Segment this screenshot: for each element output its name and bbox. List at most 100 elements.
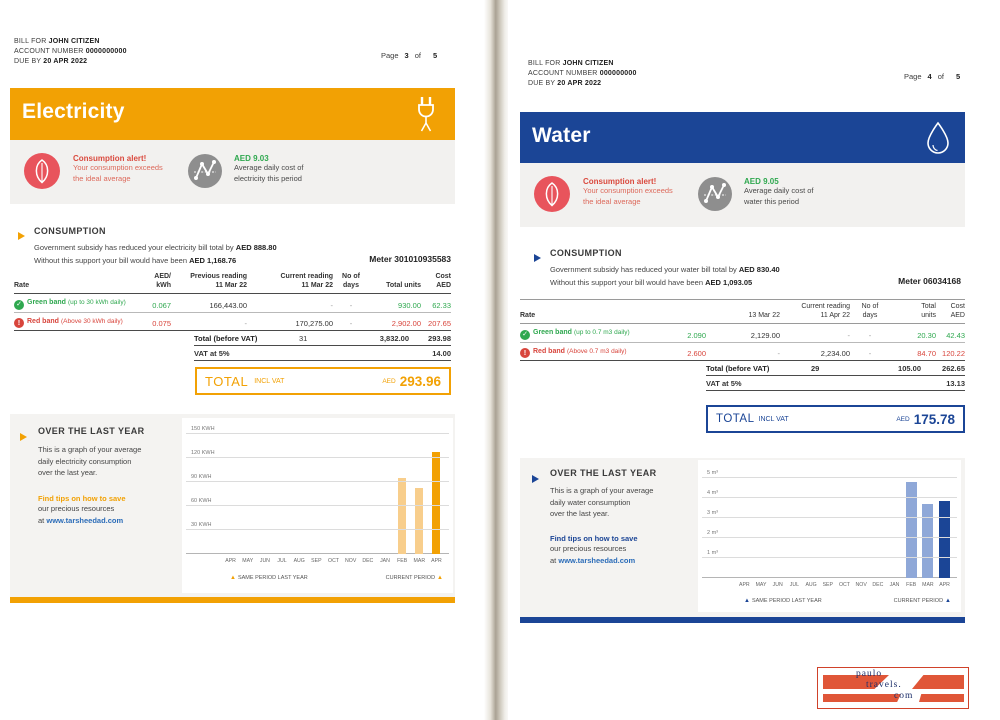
legend-triangle-icon: ▲ [230, 575, 236, 581]
chart-bar-column [936, 466, 953, 578]
water-footer-bar [520, 617, 965, 623]
bill-for-line: BILL FOR JOHN CITIZEN [14, 38, 100, 45]
page-number: Page 4 of 5 [904, 72, 961, 81]
tarsheedad-link[interactable]: www.tarsheedad.com [46, 515, 124, 525]
tarsheedad-link[interactable]: www.tarsheedad.com [558, 555, 636, 565]
chart-bar [415, 488, 424, 554]
page-number: Page 3 of 5 [381, 51, 438, 60]
chart-gridline [186, 529, 449, 530]
green-band-rate: 0.067 [152, 301, 171, 310]
chart-gridline [186, 505, 449, 506]
chart-bar [939, 501, 951, 578]
total-days: 31 [299, 334, 308, 343]
red-band-current: 2,234.00 [820, 349, 850, 358]
red-band-row: ! Red band (Above 0.7 m3 daily) 2.600 - 2… [520, 343, 965, 361]
consumption-title: CONSUMPTION [34, 226, 106, 236]
green-band-units: 20.30 [917, 331, 936, 340]
chart-month-label: OCT [328, 558, 339, 564]
daily-cost-value: AED 9.03 [234, 154, 269, 163]
table-header-row: Rate AED/kWh Previous reading 11 Mar 22 C… [14, 273, 451, 294]
chart-bar [922, 504, 934, 578]
chart-y-label: 60 KWH [191, 498, 212, 504]
chart-bar-column [222, 426, 239, 554]
green-band-current: - [330, 301, 334, 310]
subsidy-line-1: Government subsidy has reduced your wate… [550, 265, 780, 274]
chart-month-label: SEP [822, 582, 833, 588]
subsidy-line-2: Without this support your bill would hav… [34, 256, 237, 265]
daily-cost-text: AED 9.05 Average daily cost of water thi… [744, 177, 814, 206]
vat-cost: 14.00 [432, 349, 451, 358]
electricity-banner-title: Electricity [22, 100, 125, 123]
last-year-description: This is a graph of your average daily wa… [550, 486, 654, 518]
chart-month-label: MAR [922, 582, 934, 588]
green-band-previous: 2,129.00 [750, 331, 780, 340]
red-band-row: ! Red band (Above 30 kWh daily) 0.075 - 1… [14, 313, 451, 331]
chart-y-label: 120 KWH [191, 450, 215, 456]
chart-bar-column [836, 466, 853, 578]
red-band-previous: - [777, 349, 781, 358]
chart-gridline [702, 497, 957, 498]
chart-month-label: SEP [311, 558, 322, 564]
chart-y-label: 1 m³ [707, 550, 718, 556]
chart-month-label: FEB [397, 558, 408, 564]
account-number-line: ACCOUNT NUMBER 000000000 [528, 70, 637, 77]
bill-header: BILL FOR JOHN CITIZEN ACCOUNT NUMBER 000… [14, 37, 127, 67]
legend-triangle-icon: ▲ [437, 575, 443, 581]
chart-month-label: FEB [906, 582, 917, 588]
chart-month-label: MAY [755, 582, 767, 588]
electricity-total-amount: 293.96 [399, 373, 441, 389]
chart-month-label: APR [739, 582, 750, 588]
due-by-line: DUE BY 20 APR 2022 [14, 58, 88, 65]
chart-bar-column [769, 466, 786, 578]
subsidy-line-2: Without this support your bill would hav… [550, 278, 753, 287]
last-year-description: This is a graph of your average daily el… [38, 445, 142, 477]
red-band-days: - [349, 319, 353, 328]
chart-y-label: 4 m³ [707, 490, 718, 496]
chart-month-label: MAR [413, 558, 426, 564]
table-header-row: Rate 13 Mar 22 Current reading 11 Apr 22 … [520, 299, 965, 324]
chart-y-label: 5 m³ [707, 470, 718, 476]
section-arrow-icon [534, 249, 541, 267]
due-by-line: DUE BY 20 APR 2022 [528, 80, 602, 87]
electricity-banner: Electricity [10, 88, 455, 140]
water-chart-plot: 5 m³ 4 m³ 3 m³ 2 m³ 1 m³ [702, 466, 957, 578]
chart-gridline [186, 457, 449, 458]
chart-y-label: 3 m³ [707, 510, 718, 516]
chart-month-label: DEC [362, 558, 374, 564]
water-bill-page: BILL FOR JOHN CITIZEN ACCOUNT NUMBER 000… [508, 0, 1000, 720]
green-check-icon: ✓ [14, 300, 24, 310]
chart-y-label: 2 m³ [707, 530, 718, 536]
chart-bar [432, 451, 441, 554]
section-arrow-icon [20, 428, 27, 446]
electricity-chart: 150 KWH 120 KWH 90 KWH 60 KWH 30 KWH APR MAY J… [182, 418, 453, 593]
water-chart: 5 m³ 4 m³ 3 m³ 2 m³ 1 m³ APR MAY JUN JUL AUG SEP O… [698, 460, 961, 612]
bill-for-line: BILL FOR JOHN CITIZEN [528, 60, 614, 67]
chart-bar-column [394, 426, 411, 554]
chart-bar-column [920, 466, 937, 578]
electricity-bill-page: BILL FOR JOHN CITIZEN ACCOUNT NUMBER 000… [0, 0, 486, 720]
chart-month-label: JUN [259, 558, 270, 564]
chart-bar-column [273, 426, 290, 554]
chart-month-label: DEC [872, 582, 884, 588]
total-units: 105.00 [898, 364, 921, 373]
vat-row: VAT at 5% 13.13 [706, 376, 965, 391]
chart-gridline [186, 433, 449, 434]
watermark-shape [823, 675, 889, 689]
chart-bar-column [786, 466, 803, 578]
red-band-cost: 120.22 [942, 349, 965, 358]
chart-y-label: 150 KWH [191, 426, 215, 432]
alert-title: Consumption alert! [73, 154, 147, 163]
chart-bar-column [428, 426, 445, 554]
chart-gridline [702, 517, 957, 518]
red-band-previous: - [244, 319, 248, 328]
electricity-grand-total-box: TOTAL INCL VAT AED 293.96 [195, 367, 451, 395]
chart-legend-current: CURRENT PERIOD ▲ [893, 598, 951, 604]
water-banner-title: Water [532, 124, 591, 147]
chart-bar-column [256, 426, 273, 554]
water-consumption-alert: Consumption alert! Your consumption exce… [520, 163, 965, 227]
chart-bar [398, 478, 407, 554]
chart-month-label: JAN [889, 582, 900, 588]
red-exclamation-icon: ! [520, 348, 530, 358]
green-band-current: - [847, 331, 851, 340]
chart-bar-column [239, 426, 256, 554]
